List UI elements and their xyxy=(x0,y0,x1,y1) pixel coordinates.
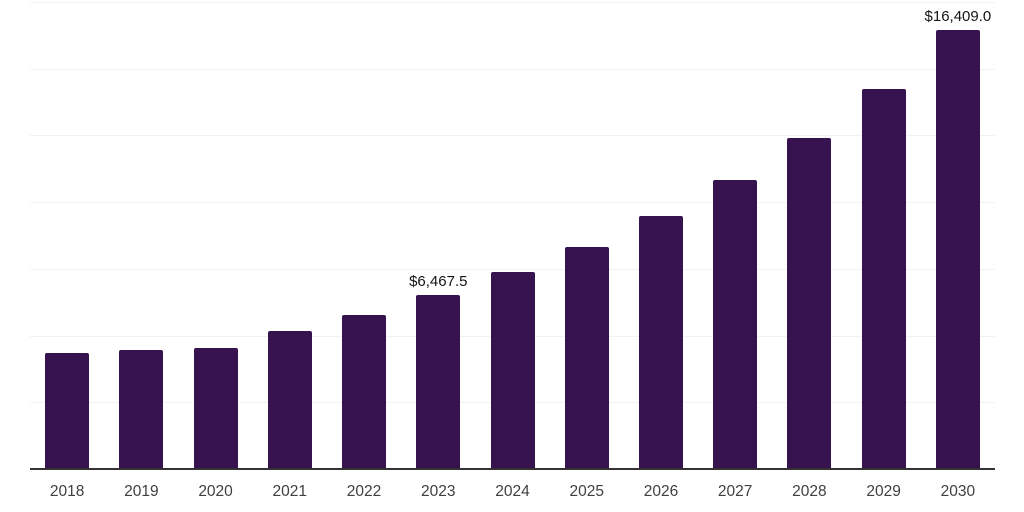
x-tick-label-2020: 2020 xyxy=(198,483,233,500)
x-axis-line xyxy=(30,468,995,470)
bar-value-label-2030: $16,409.0 xyxy=(924,8,992,26)
bar-2020[interactable] xyxy=(193,347,238,468)
bar-2019[interactable] xyxy=(119,350,164,468)
plot-area: $6,467.5 $16,409.0 xyxy=(30,0,995,470)
gridline xyxy=(30,2,995,3)
x-tick-label-2019: 2019 xyxy=(124,483,159,500)
bar-2028[interactable] xyxy=(787,138,832,468)
x-tick-label-2022: 2022 xyxy=(346,483,382,500)
gridline xyxy=(30,202,995,204)
bar-2030[interactable] xyxy=(935,30,980,468)
x-tick-label-2030: 2030 xyxy=(940,483,976,500)
bar-2026[interactable] xyxy=(638,215,683,468)
bar-2021[interactable] xyxy=(267,330,312,468)
x-tick-label-2018: 2018 xyxy=(49,483,85,500)
gridline xyxy=(30,268,995,270)
x-tick-label-2025: 2025 xyxy=(569,483,604,500)
bar-2027[interactable] xyxy=(713,180,758,468)
x-tick-label-2028: 2028 xyxy=(792,483,827,500)
gridline xyxy=(30,135,995,137)
x-tick-label-2024: 2024 xyxy=(495,483,530,500)
x-tick-label-2023: 2023 xyxy=(421,483,456,500)
bar-2024[interactable] xyxy=(490,272,535,468)
bar-2018[interactable] xyxy=(45,352,90,468)
x-tick-label-2026: 2026 xyxy=(643,483,679,500)
bar-2025[interactable] xyxy=(564,247,609,468)
bar-2022[interactable] xyxy=(342,315,387,468)
bar-2029[interactable] xyxy=(861,88,906,468)
x-tick-label-2029: 2029 xyxy=(866,483,901,500)
gridline xyxy=(30,68,995,70)
x-tick-label-2021: 2021 xyxy=(272,483,308,500)
bar-2023[interactable] xyxy=(416,295,461,468)
x-tick-label-2027: 2027 xyxy=(717,483,753,500)
bar-value-label-2023: $6,467.5 xyxy=(409,273,468,291)
